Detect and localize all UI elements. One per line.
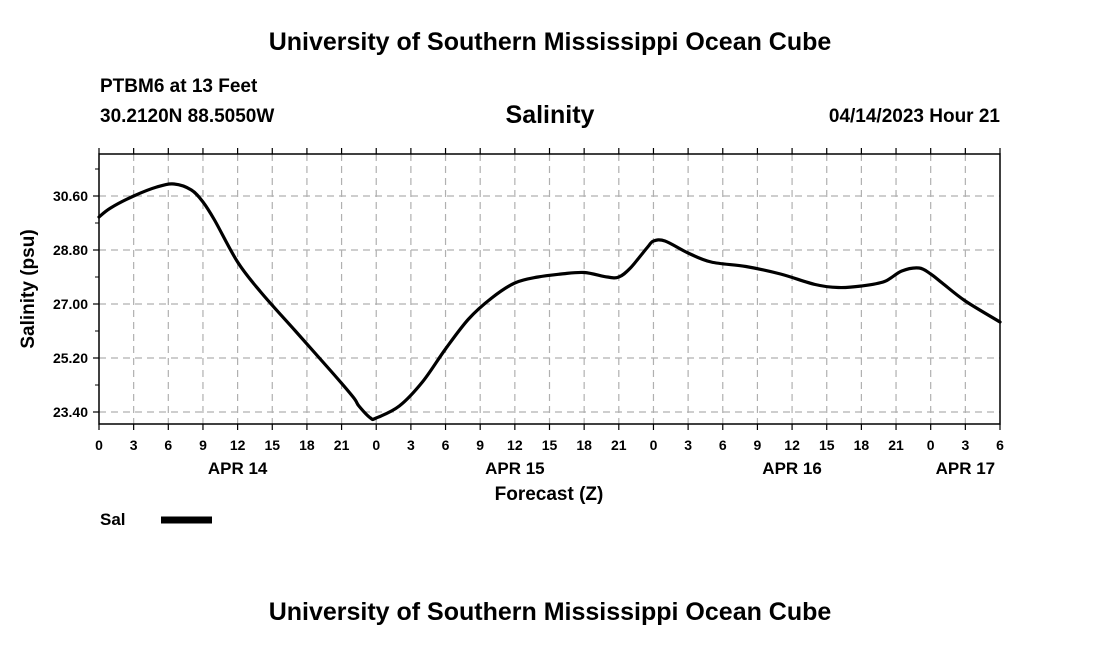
x-date-label: APR 17 <box>936 459 996 478</box>
plot-frame <box>98 153 1001 425</box>
x-tick-label: 12 <box>784 437 800 453</box>
page-title: University of Southern Mississippi Ocean… <box>268 28 832 56</box>
x-tick-label: 15 <box>542 437 558 453</box>
x-tick-label: 12 <box>507 437 523 453</box>
salinity-series-line <box>97 182 1002 422</box>
x-axis-ticks: 0 3 6 9 12 15 18 21 0 3 6 9 12 15 18 21 0 3 6 9 12 15 18 21 0 3 6A… <box>95 148 1004 478</box>
x-tick-label: 9 <box>476 437 484 453</box>
x-tick-label: 3 <box>407 437 415 453</box>
x-tick-label: 18 <box>299 437 315 453</box>
x-tick-label: 6 <box>719 437 727 453</box>
x-tick-label: 0 <box>927 437 935 453</box>
x-axis-label: Forecast (Z) <box>495 484 604 505</box>
legend: Sal <box>100 510 212 529</box>
legend-label: Sal <box>100 510 126 529</box>
datetime-label: 04/14/2023 Hour 21 <box>828 106 1000 127</box>
x-tick-label: 21 <box>888 437 904 453</box>
y-tick-label: 28.80 <box>53 242 88 258</box>
x-tick-label: 6 <box>164 437 172 453</box>
footer-title: University of Southern Mississippi Ocean… <box>268 598 832 626</box>
y-tick-label: 27.00 <box>53 296 88 312</box>
chart-title: Salinity <box>505 101 595 129</box>
y-axis-ticks: 23.40 25.20 27.00 28.80 30.60 <box>53 168 99 420</box>
x-tick-label: 21 <box>334 437 350 453</box>
x-date-label: APR 16 <box>762 459 822 478</box>
x-tick-label: 15 <box>819 437 835 453</box>
x-tick-label: 15 <box>264 437 280 453</box>
y-tick-label: 30.60 <box>53 188 88 204</box>
x-tick-label: 6 <box>996 437 1004 453</box>
x-tick-label: 3 <box>684 437 692 453</box>
x-tick-label: 3 <box>961 437 969 453</box>
x-tick-label: 0 <box>372 437 380 453</box>
x-date-label: APR 14 <box>208 459 268 478</box>
x-tick-label: 12 <box>230 437 246 453</box>
x-tick-label: 6 <box>442 437 450 453</box>
coordinates-label: 30.2120N 88.5050W <box>100 106 275 127</box>
x-tick-label: 21 <box>611 437 627 453</box>
x-tick-label: 9 <box>754 437 762 453</box>
x-tick-label: 18 <box>854 437 870 453</box>
x-tick-label: 0 <box>95 437 103 453</box>
x-tick-label: 9 <box>199 437 207 453</box>
y-tick-label: 23.40 <box>53 404 88 420</box>
x-date-label: APR 15 <box>485 459 545 478</box>
x-tick-label: 0 <box>650 437 658 453</box>
x-tick-label: 18 <box>576 437 592 453</box>
grid-lines <box>99 154 1000 424</box>
station-label: PTBM6 at 13 Feet <box>100 76 258 97</box>
x-tick-label: 3 <box>130 437 138 453</box>
y-axis-label: Salinity (psu) <box>18 229 39 348</box>
y-tick-label: 25.20 <box>53 350 88 366</box>
